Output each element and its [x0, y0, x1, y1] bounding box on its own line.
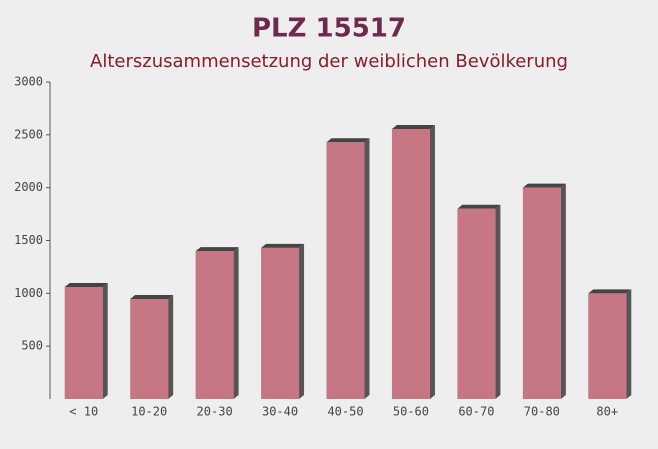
y-tick-label: 2000	[14, 180, 43, 194]
bar-shadow	[261, 243, 305, 248]
bar-shadow	[457, 204, 501, 209]
bar-shadow	[391, 125, 435, 130]
bar-shadow	[168, 295, 174, 399]
y-tick-label: 3000	[14, 75, 43, 89]
bar-shadow	[364, 138, 370, 400]
bar	[326, 142, 365, 400]
chart-title: PLZ 15517	[252, 14, 406, 44]
bar	[261, 247, 300, 399]
x-tick-label: 40-50	[327, 405, 363, 419]
x-tick-label: 60-70	[458, 405, 494, 419]
y-tick-label: 1000	[14, 286, 43, 300]
x-tick-label: 70-80	[524, 405, 560, 419]
y-tick-label: 2500	[14, 127, 43, 141]
bar-shadow	[195, 247, 239, 252]
bar-shadow	[299, 243, 305, 399]
bar-shadow	[588, 289, 632, 294]
bar	[130, 299, 169, 399]
x-tick-label: 80+	[596, 405, 618, 419]
x-tick-label: < 10	[69, 405, 98, 419]
bar	[391, 129, 430, 399]
chart-subtitle: Alterszusammensetzung der weiblichen Bev…	[90, 51, 568, 72]
bar	[588, 293, 627, 399]
bar-shadow	[64, 282, 108, 287]
x-tick-label: 30-40	[262, 405, 298, 419]
y-tick-label: 1500	[14, 233, 43, 247]
bar	[195, 251, 234, 399]
bar	[64, 286, 103, 399]
bar-shadow	[102, 282, 108, 399]
bar-shadow	[626, 289, 632, 399]
bar-shadow	[233, 247, 239, 399]
y-tick-label: 500	[21, 339, 43, 353]
bar-shadow	[326, 138, 370, 143]
bar-shadow	[522, 183, 566, 188]
bar-shadow	[495, 204, 501, 399]
x-tick-label: 50-60	[393, 405, 429, 419]
bar	[522, 187, 561, 399]
bar-shadow	[429, 125, 435, 399]
x-tick-label: 20-30	[197, 405, 233, 419]
x-tick-label: 10-20	[131, 405, 167, 419]
bar	[457, 208, 496, 399]
bar-shadow	[130, 295, 174, 300]
bar-shadow	[560, 183, 566, 399]
